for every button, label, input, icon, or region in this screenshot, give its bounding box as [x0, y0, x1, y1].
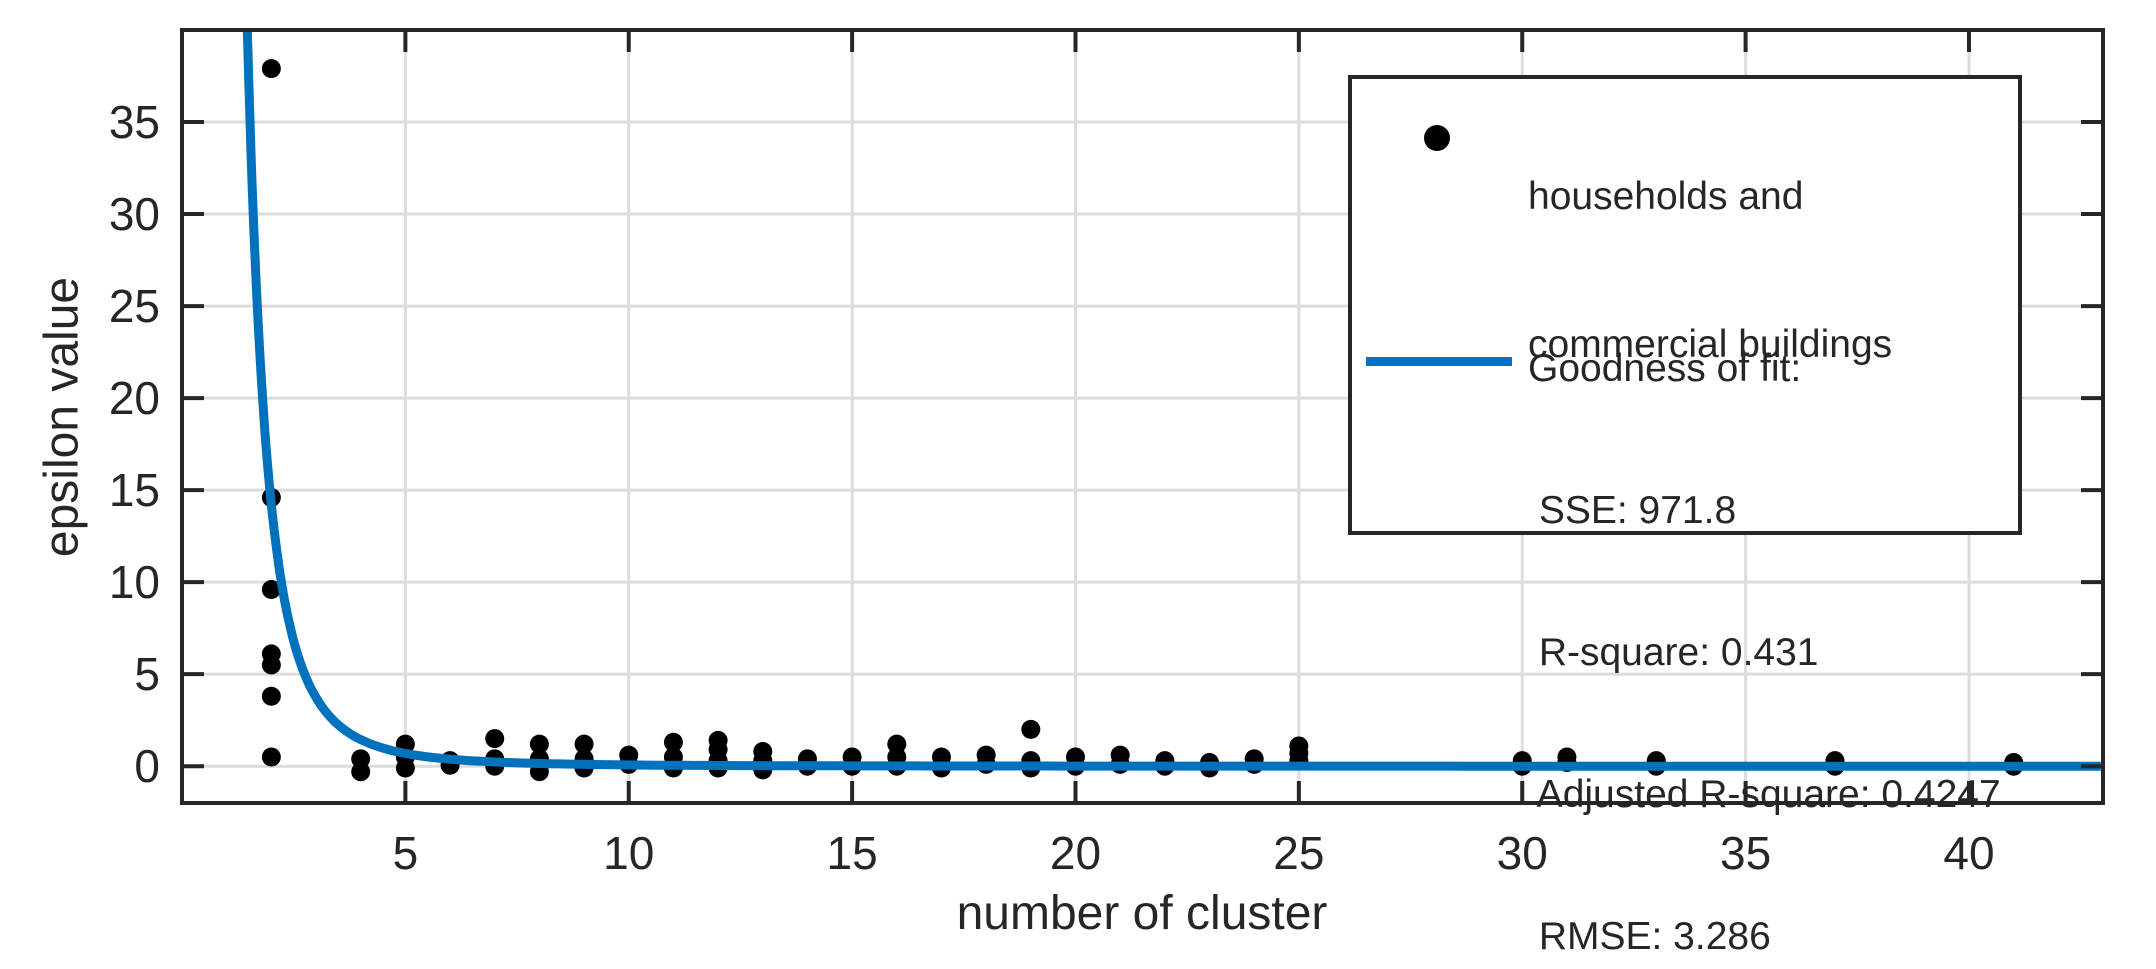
- legend-fit-heading: Goodness of fit:: [1528, 347, 1802, 390]
- y-tick-label: 30: [108, 188, 160, 241]
- y-tick-label: 0: [134, 740, 160, 793]
- x-tick-label: 5: [392, 827, 419, 879]
- y-tick-label: 20: [108, 372, 160, 425]
- x-tick-label: 40: [1943, 827, 1995, 879]
- scatter-point: [1021, 719, 1041, 739]
- legend: households and commercial buildings Good…: [1348, 75, 2022, 958]
- x-tick-label: 30: [1496, 827, 1548, 879]
- scatter-point: [529, 734, 549, 754]
- scatter-point: [261, 580, 281, 600]
- x-axis-label: number of cluster: [956, 887, 1328, 940]
- legend-entry-scatter: households and commercial buildings: [1528, 79, 1892, 463]
- y-tick-label: 10: [108, 556, 160, 609]
- scatter-point: [261, 686, 281, 706]
- scatter-point: [663, 732, 683, 752]
- x-tick-label: 35: [1720, 827, 1772, 879]
- x-tick-label: 20: [1049, 827, 1102, 879]
- scatter-point: [574, 734, 594, 754]
- y-tick-label: 5: [134, 648, 160, 701]
- scatter-point: [261, 655, 281, 675]
- legend-scatter-label-line: commercial buildings: [1528, 323, 1893, 366]
- legend-fitline-marker-icon: [1366, 357, 1512, 366]
- plot-box: [180, 28, 2105, 805]
- legend-scatter-marker-icon: [1424, 125, 1450, 151]
- legend-scatter-label-line: households and: [1528, 175, 1804, 218]
- y-tick-label: 15: [108, 464, 160, 517]
- scatter-point: [395, 758, 415, 778]
- scatter-point: [485, 729, 505, 749]
- legend-fit-adj-rsquare: Adjusted R-square: 0.4247: [1528, 773, 2001, 816]
- x-tick-label: 15: [826, 827, 878, 879]
- scatter-point: [261, 59, 281, 79]
- legend-fit-rmse: RMSE: 3.286: [1528, 915, 1771, 958]
- fit-curve: [242, 30, 2101, 771]
- x-tick-label: 10: [603, 827, 655, 879]
- scatter-point: [351, 762, 371, 782]
- scatter-point: [261, 747, 281, 767]
- legend-fit-sse: SSE: 971.8: [1528, 489, 1737, 532]
- y-tick-label: 35: [108, 96, 160, 149]
- legend-fit-rsquare: R-square: 0.431: [1528, 631, 1819, 674]
- y-tick-label: 25: [108, 280, 160, 333]
- legend-entry-fit: Goodness of fit: SSE: 971.8 R-square: 0.…: [1528, 254, 2001, 969]
- x-tick-label: 25: [1273, 827, 1325, 879]
